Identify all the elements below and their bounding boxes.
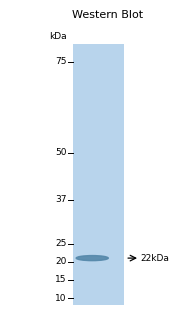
Text: 25: 25: [55, 239, 66, 248]
Bar: [73, 44, 124, 305]
Ellipse shape: [76, 256, 108, 261]
Text: 15: 15: [55, 275, 66, 284]
Text: kDa: kDa: [49, 32, 66, 41]
Text: Western Blot: Western Blot: [71, 10, 143, 19]
Text: 20: 20: [55, 257, 66, 266]
Text: 37: 37: [55, 195, 66, 205]
Text: 10: 10: [55, 294, 66, 303]
Text: 50: 50: [55, 148, 66, 157]
Text: 75: 75: [55, 57, 66, 66]
Text: 22kDa: 22kDa: [141, 254, 170, 263]
